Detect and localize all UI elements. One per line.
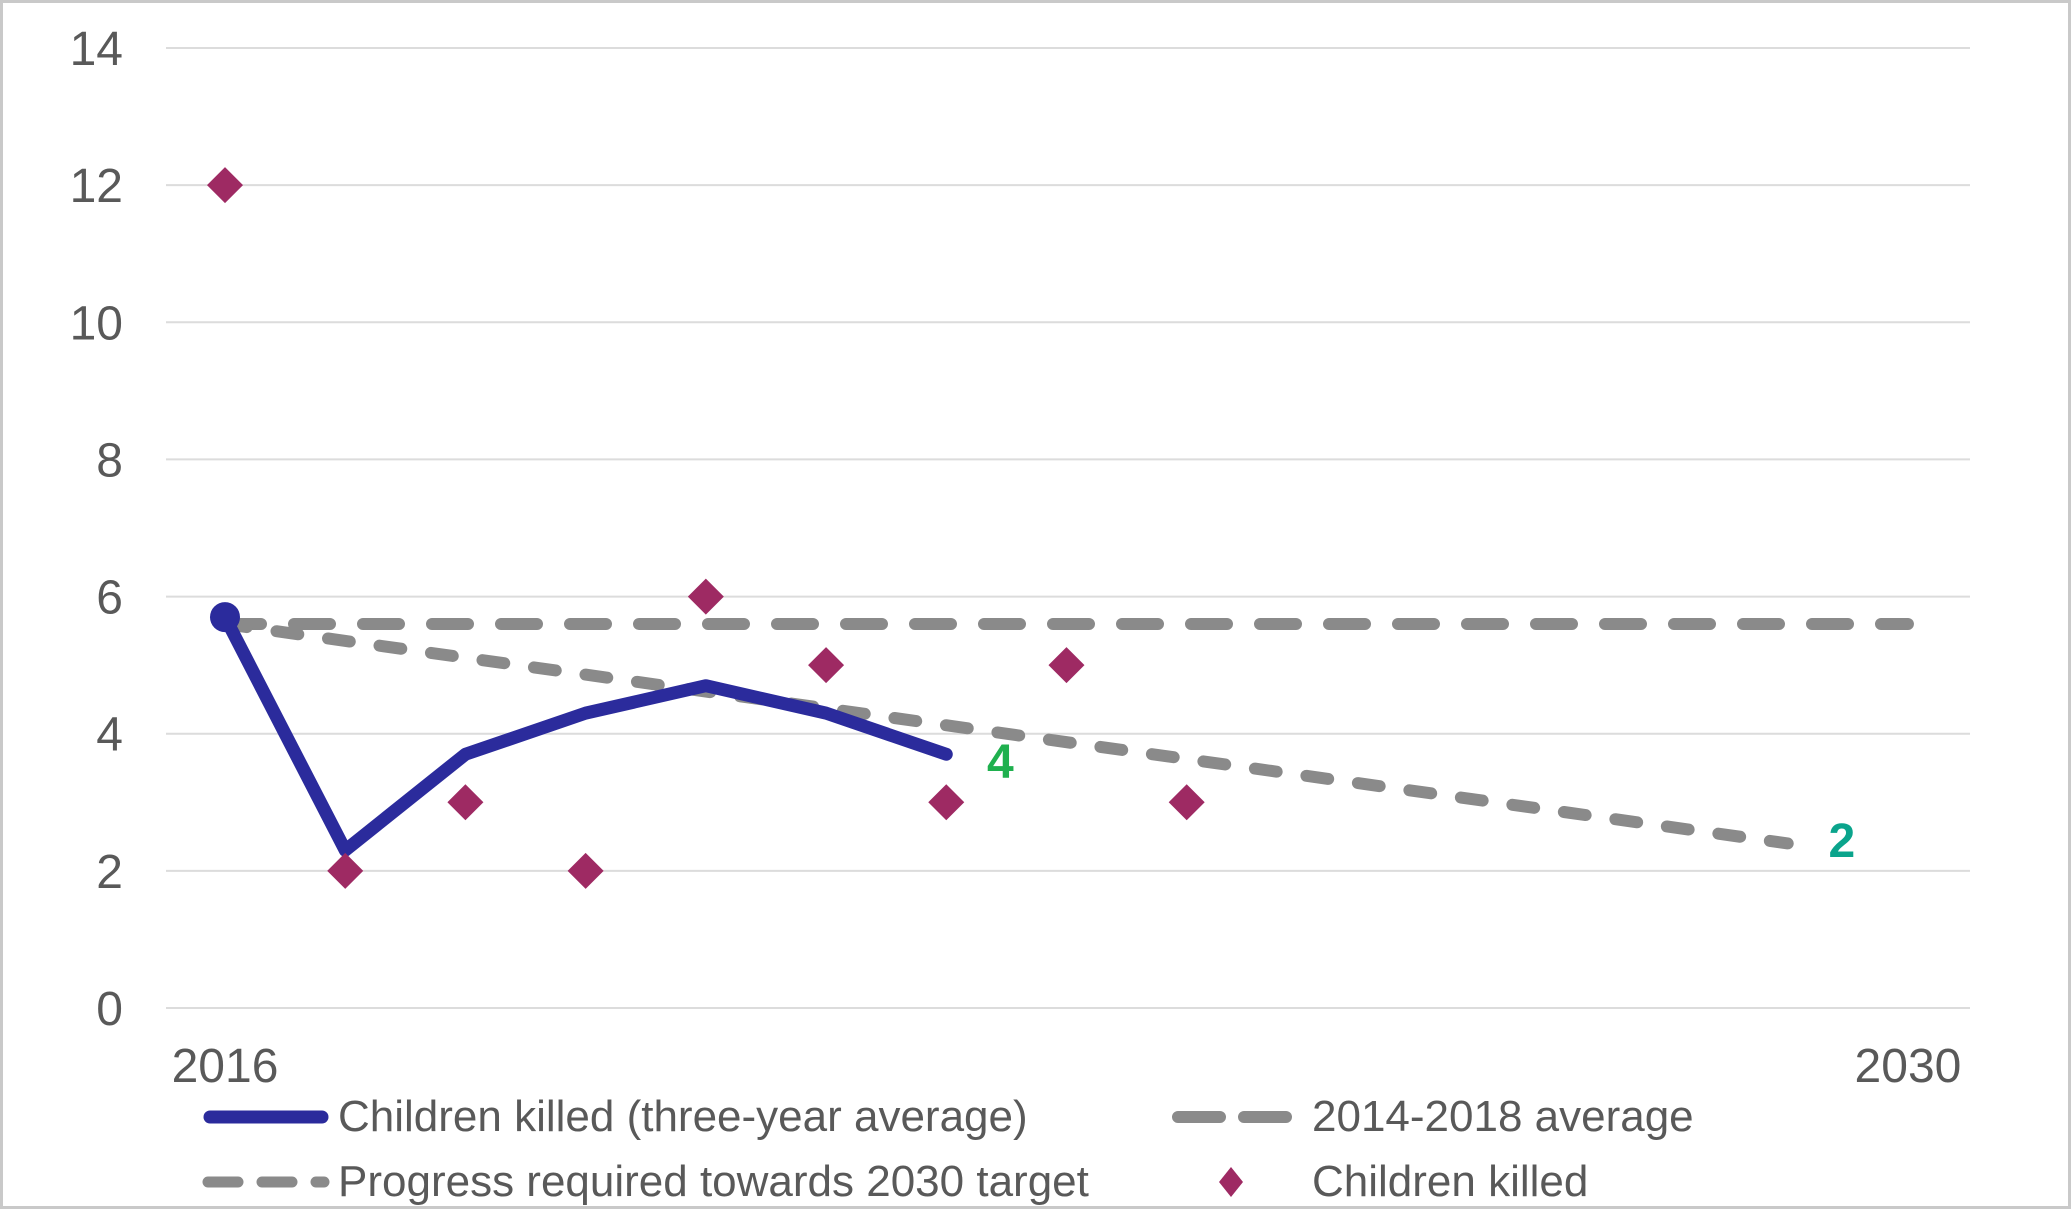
dashed-line-marker-icon — [202, 1176, 330, 1188]
y-axis-tick-label: 10 — [70, 297, 123, 350]
legend-item-children-killed: Children killed — [1170, 1160, 1588, 1204]
legend-label-children-killed: Children killed — [1312, 1157, 1589, 1206]
legend-item-2014-2018-average: 2014-2018 average — [1170, 1095, 1694, 1139]
x-axis-tick-label: 2016 — [172, 1040, 279, 1093]
legend-label-2014-2018-average: 2014-2018 average — [1312, 1092, 1694, 1141]
data-point-diamond — [687, 578, 724, 615]
three-year-avg-line — [218, 610, 953, 857]
y-axis-tick-label: 0 — [96, 983, 123, 1036]
y-axis-tick-label: 6 — [96, 572, 123, 625]
y-axis-tick-label: 8 — [96, 434, 123, 487]
progress-required-line — [219, 618, 1794, 850]
data-point-diamond — [207, 167, 243, 204]
y-axis-tick-label: 12 — [70, 160, 123, 213]
data-point-diamond — [447, 784, 484, 821]
target-annotation: 2 — [1828, 815, 1855, 868]
data-point-diamond — [1048, 647, 1085, 684]
solid-line-marker-icon — [203, 1110, 329, 1124]
data-point-diamond — [327, 852, 364, 889]
target-annotation: 4 — [987, 736, 1014, 789]
legend-label-three-year-average: Children killed (three-year average) — [338, 1092, 1028, 1141]
y-axis-tick-label: 14 — [70, 23, 123, 76]
y-axis-tick-label: 2 — [96, 846, 123, 899]
legend-label-progress-required: Progress required towards 2030 target — [338, 1157, 1089, 1206]
data-point-diamond — [1168, 784, 1205, 821]
diamond-marker-icon — [1219, 1167, 1243, 1197]
line-start-marker — [210, 602, 240, 633]
data-point-diamond — [928, 784, 965, 821]
dashed-line-marker-icon — [1172, 1111, 1292, 1123]
data-point-diamond — [808, 647, 845, 684]
y-axis-tick-label: 4 — [96, 709, 123, 762]
x-axis-tick-label: 2030 — [1855, 1040, 1962, 1093]
plot-area: 0 2 4 6 8 10 12 14 2016 2030 4 2 — [70, 23, 1970, 1093]
legend-item-progress-required: Progress required towards 2030 target — [202, 1160, 1089, 1204]
legend-item-three-year-average: Children killed (three-year average) — [202, 1095, 1028, 1139]
data-point-diamond — [567, 852, 604, 889]
